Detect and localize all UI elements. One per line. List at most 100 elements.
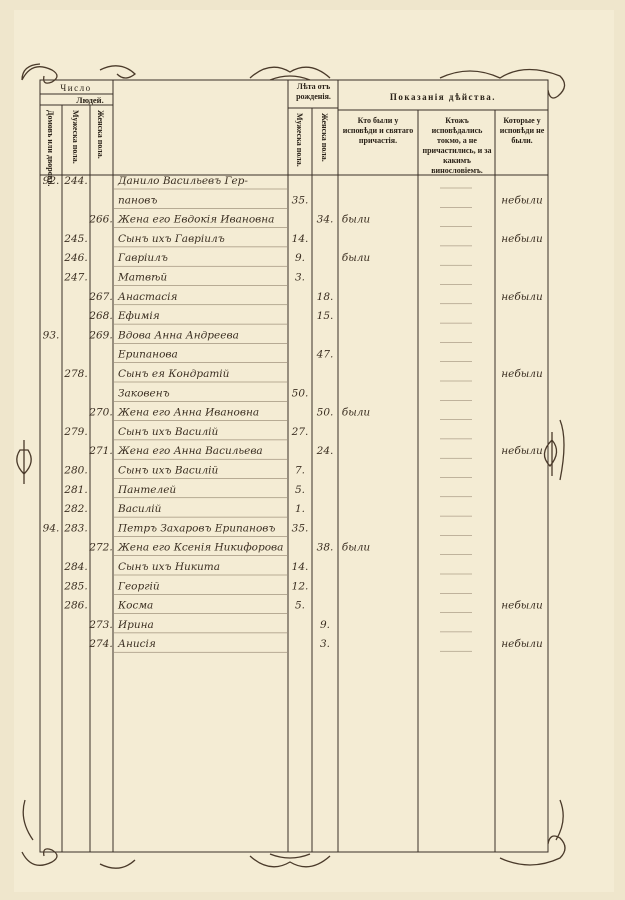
cell-name: Георгій <box>117 580 160 592</box>
cell-female: 271. <box>88 445 112 457</box>
cell-age-m: 5. <box>295 600 305 612</box>
cell-age-m: 35. <box>292 194 309 206</box>
cell-female: 266. <box>88 214 112 226</box>
cell-male: 244. <box>63 175 87 187</box>
cell-male: 245. <box>63 233 87 245</box>
cell-name: Анисія <box>117 638 156 650</box>
cell-house: 94. <box>43 522 60 534</box>
cell-age-f: 3. <box>320 638 330 650</box>
cell-female: 272. <box>88 542 112 554</box>
cell-name: Ирина <box>117 619 154 631</box>
cell-age-m: 14. <box>292 561 309 573</box>
header-confessed-box: Кто были у исповѣди и святаго причастія. <box>342 116 414 145</box>
cell-name: Данило Васильевъ Гер- <box>117 175 248 187</box>
cell-absent: небыли <box>501 233 543 245</box>
header-indications: Показанія дѣйства. <box>390 92 496 102</box>
cell-confessed: были <box>342 407 371 419</box>
cell-age-f: 9. <box>320 619 330 631</box>
cell-confessed: были <box>342 252 371 264</box>
cell-female: 267. <box>88 291 112 303</box>
header-age-male: Мужеска пола. <box>295 113 304 167</box>
cell-name: Гавріилъ <box>117 252 168 264</box>
cell-name: Сынъ ихъ Никита <box>118 561 220 573</box>
header-male: Мужеска пола. <box>71 110 80 164</box>
cell-name: Пантелей <box>117 484 176 496</box>
cell-name: Сынъ ея Кондратій <box>118 368 230 380</box>
cell-age-m: 12. <box>292 580 309 592</box>
header-female: Женска пола. <box>96 110 105 159</box>
cell-absent: небыли <box>501 194 543 206</box>
cell-name: Матвѣй <box>117 272 167 284</box>
cell-male: 278. <box>63 368 87 380</box>
cell-age-m: 14. <box>292 233 309 245</box>
cell-age-f: 50. <box>317 407 334 419</box>
cell-male: 279. <box>63 426 87 438</box>
header-people: Людей. <box>76 95 103 105</box>
cell-age-m: 3. <box>295 272 305 284</box>
register-rows: 92. 244. Данило Васильевъ Гер-пановъ 35. неб… <box>43 175 543 653</box>
cell-age-f: 34. <box>317 214 334 226</box>
cell-age-m: 50. <box>292 387 309 399</box>
cell-absent: небыли <box>501 638 543 650</box>
cell-age-m: 35. <box>292 522 309 534</box>
cell-age-f: 15. <box>317 310 334 322</box>
header-absent: Которые у исповѣди не были. <box>499 116 545 145</box>
cell-female: 270. <box>88 407 112 419</box>
cell-male: 282. <box>63 503 87 515</box>
header-confessed-only: Ктожъ исповѣдались токмо, а не причастил… <box>422 116 492 174</box>
cell-age-m: 1. <box>295 503 305 515</box>
cell-male: 280. <box>63 465 87 477</box>
cell-male: 284. <box>63 561 87 573</box>
cell-name: Жена его Евдокія Ивановна <box>117 214 274 226</box>
cell-confessed: были <box>342 542 371 554</box>
header-absent-box: Которые у исповѣди не были. <box>499 116 545 145</box>
cell-female: 273. <box>88 619 112 631</box>
cell-name: Сынъ ихъ Василій <box>118 426 219 438</box>
cell-age-m: 9. <box>295 252 305 264</box>
cell-name: Вдова Анна Андреева <box>117 329 239 341</box>
ornaments <box>16 63 566 869</box>
cell-name: Жена его Анна Ивановна <box>117 407 259 419</box>
cell-absent: небыли <box>501 445 543 457</box>
cell-name: Сынъ ихъ Гавріилъ <box>118 233 225 245</box>
cell-name: пановъ <box>118 194 157 206</box>
table-header: Число Людей. Домовъ или дворовъ. Мужеска… <box>46 82 545 186</box>
cell-name: Анастасія <box>117 291 177 303</box>
cell-name: Заковенъ <box>118 387 170 399</box>
header-age: Лѣта отъ рожденія. <box>296 82 331 101</box>
cell-age-f: 38. <box>317 542 334 554</box>
cell-female: 269. <box>88 329 112 341</box>
cell-age-m: 7. <box>295 465 305 477</box>
cell-male: 283. <box>63 522 87 534</box>
cell-age-f: 47. <box>316 349 334 361</box>
header-houses: Домовъ или дворовъ. <box>46 110 55 186</box>
cell-male: 286. <box>63 600 87 612</box>
cell-male: 246. <box>63 252 87 264</box>
cell-age-f: 24. <box>316 445 334 457</box>
cell-absent: небыли <box>501 291 543 303</box>
cell-name: Жена его Анна Васильева <box>117 445 263 457</box>
cell-house: 92. <box>43 175 60 187</box>
header-age-female: Женска пола. <box>320 113 329 162</box>
cell-age-m: 27. <box>291 426 309 438</box>
cell-name: Ефимія <box>117 310 160 322</box>
cell-name: Василій <box>117 503 162 515</box>
cell-confessed: были <box>342 214 371 226</box>
table-grid <box>39 79 549 853</box>
paper-inner <box>14 10 614 892</box>
cell-absent: небыли <box>501 368 543 380</box>
cell-name: Петръ Захаровъ Ерипановъ <box>117 522 275 534</box>
cell-female: 274. <box>88 638 112 650</box>
cell-absent: небыли <box>501 600 543 612</box>
cell-name: Ерипанова <box>117 349 178 361</box>
cell-name: Косма <box>117 600 153 612</box>
cell-name: Сынъ ихъ Василій <box>118 465 219 477</box>
cell-male: 285. <box>63 580 87 592</box>
header-count: Число <box>60 83 91 93</box>
cell-male: 281. <box>63 484 87 496</box>
header-age-box: Лѣта отъ рожденія. <box>296 82 331 101</box>
header-confessed: Кто были у исповѣди и святаго причастія. <box>342 116 414 145</box>
cell-name: Жена его Ксенія Никифорова <box>117 542 283 554</box>
